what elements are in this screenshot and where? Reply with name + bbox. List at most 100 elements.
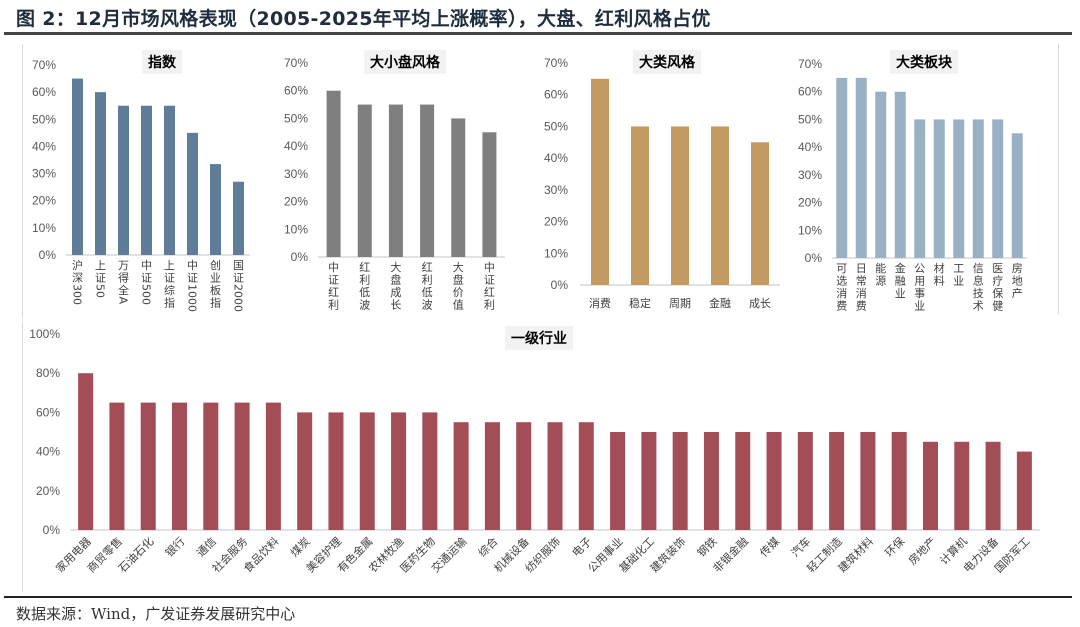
x-tick-label-part: 证: [484, 274, 495, 287]
x-tick-label-part: 上: [95, 259, 106, 272]
y-tick-label: 50%: [32, 112, 56, 126]
chart-title: 大类板块: [896, 54, 953, 71]
x-tick-label-part: 值: [453, 299, 464, 312]
y-tick-label: 10%: [544, 246, 568, 260]
y-tick-label: 10%: [32, 221, 56, 235]
bar: [891, 432, 907, 530]
panel-divider: [22, 322, 23, 592]
y-tick-label: 0%: [43, 523, 61, 537]
y-tick-label: 70%: [798, 57, 822, 71]
bar: [391, 412, 407, 530]
x-tick-label-part: 业: [895, 287, 906, 300]
x-tick-label-part: 保: [992, 286, 1003, 300]
y-tick-label: 40%: [32, 139, 56, 153]
bar: [233, 181, 244, 255]
x-tick-label-part: 1000: [186, 284, 199, 312]
bar: [109, 402, 125, 530]
x-tick-label-part: 技: [973, 287, 984, 300]
x-tick-label-part: 红: [484, 286, 495, 299]
y-tick-label: 80%: [36, 366, 60, 380]
x-tick-label-part: 费: [836, 300, 847, 313]
bar: [420, 104, 435, 257]
x-tick-label: 稳定: [629, 296, 651, 310]
x-tick-label-part: 红: [359, 261, 370, 274]
chart-title: 一级行业: [511, 330, 567, 347]
x-tick-label-part: 证: [164, 272, 175, 285]
bar: [453, 422, 469, 530]
y-tick-label: 40%: [36, 445, 60, 459]
x-tick-label-part: 金: [895, 261, 906, 275]
bar: [141, 105, 152, 255]
bar: [516, 422, 532, 530]
bar: [591, 78, 609, 285]
y-tick-label: 50%: [798, 112, 822, 126]
figure-title: 图 2：12月市场风格表现（2005-2025年平均上涨概率），大盘、红利风格占…: [16, 8, 711, 30]
bar: [703, 432, 719, 530]
x-tick-label-part: 费: [856, 300, 867, 313]
x-tick-label-part: 上: [164, 259, 175, 272]
x-tick-label-part: 价: [453, 286, 464, 299]
y-tick-label: 30%: [32, 167, 56, 181]
bar: [855, 77, 867, 258]
x-tick-label-part: 波: [359, 299, 370, 312]
x-tick-label-part: 证: [187, 272, 198, 285]
x-tick-label-part: 盘: [453, 273, 464, 287]
y-tick-label: 40%: [544, 151, 568, 165]
x-tick-label-part: 万: [118, 259, 129, 272]
x-tick-label-part: 成: [390, 286, 401, 299]
bar: [992, 119, 1004, 258]
y-tick-label: 10%: [798, 223, 822, 237]
bar: [484, 422, 500, 530]
x-tick-label-part: 消: [856, 286, 867, 300]
bar: [797, 432, 813, 530]
x-tick-label: 能源: [875, 261, 886, 288]
x-tick-label-part: 证: [141, 272, 152, 285]
x-tick-label: 纺织服饰: [522, 534, 563, 575]
x-tick-label-part: 疗: [992, 274, 1003, 288]
x-tick-label-part: 材: [934, 261, 945, 275]
x-tick-label: 工业: [953, 262, 964, 288]
chart-title: 大小盘风格: [370, 54, 441, 71]
x-tick-label-part: 中: [187, 259, 198, 272]
bar: [95, 92, 106, 256]
bar: [860, 432, 876, 530]
x-tick-label-part: 源: [875, 274, 886, 288]
chart-title-box: [505, 326, 573, 350]
panel-divider: [22, 44, 23, 318]
bar: [210, 164, 221, 255]
bar: [985, 441, 1001, 530]
x-tick-label-part: 料: [934, 274, 945, 288]
y-tick-label: 60%: [284, 84, 308, 98]
x-tick-label-part: 低: [359, 286, 370, 299]
y-tick-label: 50%: [544, 119, 568, 133]
x-tick-label-part: 证: [95, 272, 106, 285]
bar: [953, 119, 965, 258]
y-tick-label: 0%: [39, 248, 57, 262]
x-tick-label: 材料: [934, 261, 945, 288]
bar: [547, 422, 563, 530]
x-tick-label: 房地产: [1012, 262, 1023, 300]
bar: [875, 91, 887, 258]
y-tick-label: 60%: [32, 85, 56, 99]
x-tick-label-part: 息: [973, 274, 984, 288]
y-tick-label: 20%: [798, 196, 822, 210]
x-tick-label-part: 大: [453, 260, 464, 274]
x-tick-label-part: 盘: [390, 273, 401, 287]
x-tick-label-part: 板: [210, 283, 221, 297]
panel-divider: [1058, 44, 1059, 314]
chart-title: 大类风格: [639, 54, 696, 71]
bar: [735, 432, 751, 530]
x-tick-label-part: 证: [233, 272, 244, 285]
bar: [328, 412, 344, 530]
bar: [326, 90, 341, 257]
x-tick-label-part: 选: [836, 275, 847, 288]
bar: [265, 402, 281, 530]
